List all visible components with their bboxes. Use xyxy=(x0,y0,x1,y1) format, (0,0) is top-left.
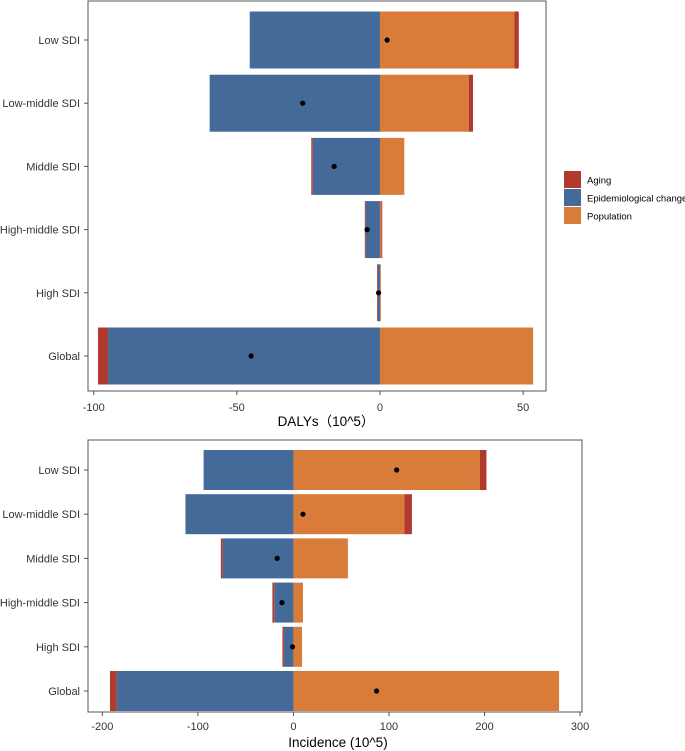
dalys-bar-global-epidemiological-change-neg xyxy=(108,327,380,385)
dalys-net-dot-low-middle-sdi xyxy=(300,100,306,106)
dalys-bar-low-sdi-aging-pos xyxy=(514,11,519,69)
dalys-bar-middle-sdi-aging-neg xyxy=(311,137,313,195)
dalys-bar-global-population-pos xyxy=(379,327,534,385)
incidence-bar-high-middle-sdi-population-pos xyxy=(293,582,303,623)
dalys-y-label-low-sdi: Low SDI xyxy=(38,35,80,47)
dalys-y-label-middle-sdi: Middle SDI xyxy=(26,161,80,173)
incidence-bar-middle-sdi-aging-neg xyxy=(220,538,223,579)
dalys-y-label-high-middle-sdi: High-middle SDI xyxy=(0,225,80,237)
dalys-bar-low-sdi-epidemiological-change-neg xyxy=(249,11,380,69)
dalys-bar-high-middle-sdi-aging-pos xyxy=(381,201,383,259)
dalys-bar-low-sdi-population-pos xyxy=(379,11,515,69)
incidence-x-axis-title: Incidence (10^5) xyxy=(288,735,387,750)
dalys-bar-low-middle-sdi-population-pos xyxy=(379,74,469,132)
dalys-x-tick-label-1: -50 xyxy=(229,402,245,414)
dalys-bar-low-middle-sdi-epidemiological-change-neg xyxy=(209,74,380,132)
incidence-bar-global-epidemiological-change-neg xyxy=(116,671,294,711)
dalys-y-label-low-middle-sdi: Low-middle SDI xyxy=(2,98,80,110)
dalys-x-axis-title: DALYs（10^5） xyxy=(278,414,375,429)
dalys-net-dot-middle-sdi xyxy=(331,163,337,169)
incidence-y-label-low-middle-sdi: Low-middle SDI xyxy=(2,509,80,521)
incidence-bar-middle-sdi-population-pos xyxy=(293,538,348,579)
dalys-panel: Low SDI Low-middle SDI Middle SDI High-midd… xyxy=(0,0,547,429)
incidence-x-tick-label-5: 300 xyxy=(571,721,589,733)
incidence-x-tick-label-0: -200 xyxy=(91,721,113,733)
dalys-net-dot-global xyxy=(248,353,254,359)
incidence-bar-low-sdi-aging-pos xyxy=(479,450,487,490)
incidence-x-tick-label-4: 200 xyxy=(475,721,493,733)
incidence-net-dot-low-middle-sdi xyxy=(300,511,306,517)
incidence-y-label-high-middle-sdi: High-middle SDI xyxy=(0,598,80,610)
incidence-bar-low-sdi-population-pos xyxy=(293,450,480,490)
incidence-bar-high-middle-sdi-aging-neg xyxy=(272,582,275,623)
incidence-y-label-low-sdi: Low SDI xyxy=(38,465,80,477)
legend-label-population: Population xyxy=(587,212,632,223)
legend-label-epidemiological-change: Epidemiological change xyxy=(587,194,685,205)
dalys-bar-high-middle-sdi-population-pos xyxy=(379,201,382,259)
dalys-bar-middle-sdi-population-pos xyxy=(379,137,405,195)
incidence-net-dot-high-middle-sdi xyxy=(279,600,285,606)
legend-label-aging: Aging xyxy=(587,176,611,187)
incidence-bar-high-sdi-population-pos xyxy=(293,626,303,667)
incidence-x-tick-label-1: -100 xyxy=(187,721,209,733)
dalys-y-label-high-sdi: High SDI xyxy=(36,288,80,300)
dalys-y-label-global: Global xyxy=(48,351,80,363)
incidence-bar-low-middle-sdi-aging-pos xyxy=(404,494,412,535)
incidence-net-dot-global xyxy=(373,688,380,694)
incidence-x-tick-label-3: 100 xyxy=(380,721,398,733)
incidence-y-label-middle-sdi: Middle SDI xyxy=(26,553,80,565)
legend-swatch-population xyxy=(564,207,581,224)
incidence-y-label-high-sdi: High SDI xyxy=(36,642,80,654)
incidence-bar-middle-sdi-epidemiological-change-neg xyxy=(222,538,294,579)
incidence-net-dot-low-sdi xyxy=(394,467,400,473)
legend: Aging Epidemiological change Population xyxy=(564,171,685,224)
incidence-bar-global-population-pos xyxy=(293,671,560,711)
incidence-x-tick-label-2: 0 xyxy=(290,721,296,733)
dalys-x-tick-label-2: 0 xyxy=(377,402,383,414)
incidence-net-dot-high-sdi xyxy=(289,644,296,650)
incidence-bar-high-sdi-epidemiological-change-neg xyxy=(283,626,294,667)
incidence-y-label-global: Global xyxy=(48,686,80,698)
incidence-bar-low-middle-sdi-population-pos xyxy=(293,494,405,535)
dalys-x-tick-label-0: -100 xyxy=(83,402,105,414)
incidence-bar-global-aging-neg xyxy=(109,671,117,711)
incidence-bar-low-middle-sdi-epidemiological-change-neg xyxy=(185,494,294,535)
legend-swatch-epidemiological-change xyxy=(564,189,581,206)
dalys-bar-high-middle-sdi-epidemiological-change-neg xyxy=(365,201,380,259)
dalys-bar-middle-sdi-epidemiological-change-neg xyxy=(312,137,380,195)
legend-swatch-aging xyxy=(564,171,581,188)
dalys-net-dot-high-sdi xyxy=(375,290,382,296)
dalys-net-dot-high-middle-sdi xyxy=(364,227,370,233)
dalys-bar-low-middle-sdi-aging-pos xyxy=(468,74,474,132)
incidence-net-dot-middle-sdi xyxy=(274,555,280,562)
dalys-x-tick-label-3: 50 xyxy=(517,402,529,414)
incidence-panel: Low SDI Low-middle SDI Middle SDI High-midd… xyxy=(0,439,589,750)
incidence-bar-low-sdi-epidemiological-change-neg xyxy=(203,450,294,490)
dalys-net-dot-low-sdi xyxy=(384,37,390,43)
dalys-bar-global-aging-neg xyxy=(98,327,109,385)
incidence-bar-high-sdi-aging-neg xyxy=(282,626,284,667)
